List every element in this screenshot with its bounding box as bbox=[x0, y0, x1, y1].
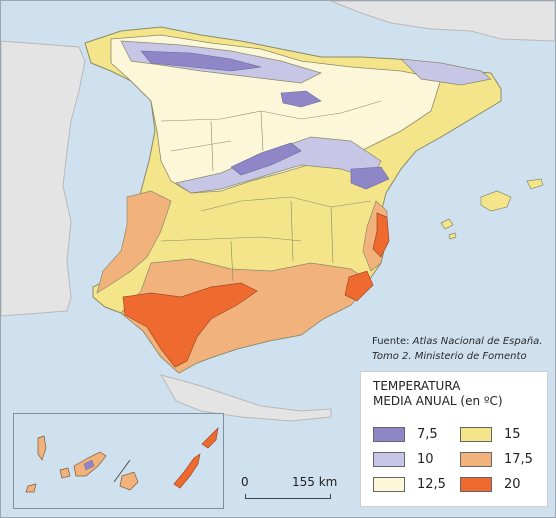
province-borders bbox=[160, 100, 382, 282]
africa-land bbox=[159, 374, 332, 422]
legend-title-line2: MEDIA ANUAL (en ºC) bbox=[373, 394, 503, 408]
legend-item-12-5: 12,5 bbox=[373, 475, 446, 493]
portugal-land bbox=[1, 40, 86, 317]
legend-swatch bbox=[460, 451, 492, 467]
teruel-cold-zone bbox=[350, 166, 390, 190]
island-gran-canaria bbox=[119, 471, 139, 491]
france-land bbox=[330, 1, 555, 42]
scale-bar: 0 155 km bbox=[240, 475, 350, 503]
murcia-hot-zone bbox=[344, 270, 374, 302]
west-warm-zone bbox=[96, 190, 172, 294]
legend-item-7-5: 7,5 bbox=[373, 425, 438, 443]
temperature-legend: TEMPERATURA MEDIA ANUAL (en ºC) 7,5 10 1… bbox=[360, 371, 548, 507]
legend-swatch bbox=[373, 426, 405, 442]
source-atlas: Atlas Nacional de España. bbox=[412, 336, 543, 347]
valencia-hot-zone bbox=[372, 212, 390, 258]
island-lanzarote bbox=[201, 426, 219, 449]
island-el-hierro bbox=[25, 483, 37, 493]
scale-distance-label: 155 km bbox=[292, 475, 338, 489]
inset-divider bbox=[113, 459, 131, 483]
island-la-palma bbox=[37, 435, 47, 461]
legend-label: 10 bbox=[417, 451, 434, 467]
ibiza-island bbox=[440, 218, 454, 230]
pyrenees-cool-zone bbox=[400, 58, 492, 86]
legend-swatch bbox=[373, 476, 405, 492]
island-la-gomera bbox=[59, 467, 71, 479]
legend-title: TEMPERATURA MEDIA ANUAL (en ºC) bbox=[373, 379, 503, 409]
legend-label: 17,5 bbox=[504, 451, 533, 467]
legend-label: 12,5 bbox=[417, 476, 446, 492]
legend-item-15: 15 bbox=[460, 425, 521, 443]
legend-label: 20 bbox=[504, 476, 521, 492]
legend-swatch bbox=[460, 426, 492, 442]
mallorca-island bbox=[480, 190, 512, 212]
legend-item-17-5: 17,5 bbox=[460, 450, 533, 468]
cantabrian-cold-zone bbox=[140, 50, 262, 72]
central-cold-zone bbox=[230, 142, 302, 176]
iberian-cold-zone bbox=[280, 90, 322, 108]
canary-islands-inset bbox=[13, 413, 224, 509]
scale-zero-label: 0 bbox=[241, 475, 249, 489]
legend-item-10: 10 bbox=[373, 450, 434, 468]
sea-between bbox=[179, 373, 331, 405]
guadalquivir-hot-zone bbox=[122, 282, 258, 368]
menorca-island bbox=[526, 178, 544, 190]
legend-swatch bbox=[460, 476, 492, 492]
source-prefix: Fuente: bbox=[372, 336, 413, 347]
scale-bar-line bbox=[245, 494, 331, 499]
legend-swatch bbox=[373, 451, 405, 467]
source-note: Fuente: Atlas Nacional de España. Tomo 2… bbox=[372, 334, 542, 364]
source-publisher: Tomo 2. Ministerio de Fomento bbox=[372, 351, 527, 362]
legend-label: 15 bbox=[504, 426, 521, 442]
canary-islands-map bbox=[25, 426, 219, 493]
legend-label: 7,5 bbox=[417, 426, 438, 442]
legend-item-20: 20 bbox=[460, 475, 521, 493]
legend-title-line1: TEMPERATURA bbox=[373, 379, 461, 393]
tenerife-peak bbox=[83, 459, 95, 471]
island-fuerteventura bbox=[173, 453, 201, 489]
formentera-island bbox=[448, 232, 457, 240]
